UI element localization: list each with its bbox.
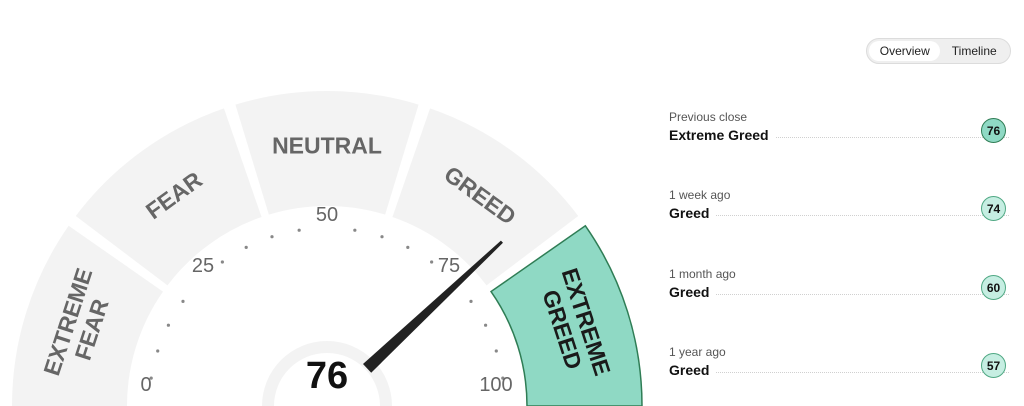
tick-dot — [166, 323, 171, 327]
tick-dot — [297, 228, 301, 232]
history-period-label: 1 month ago — [669, 267, 736, 281]
scale-label-75: 75 — [438, 255, 460, 277]
history-period-label: Previous close — [669, 110, 748, 124]
gauge-zone-fear — [75, 108, 262, 286]
dotted-leader — [669, 294, 1009, 295]
tick-dot — [469, 299, 473, 303]
tab-timeline[interactable]: Timeline — [951, 44, 997, 58]
history-sentiment: Greed — [669, 205, 716, 221]
tick-dot — [430, 260, 434, 264]
tick-dot — [156, 349, 160, 353]
tick-dot — [244, 245, 248, 250]
tick-dot — [181, 299, 185, 303]
scale-label-100: 100 — [479, 374, 512, 396]
gauge-needle — [362, 240, 503, 373]
gauge-zone-greed — [392, 108, 579, 286]
tick-dot — [220, 260, 224, 264]
history-sentiment: Greed — [669, 362, 716, 378]
dotted-leader — [669, 372, 1009, 373]
history-score-badge: 60 — [981, 275, 1006, 300]
gauge-zone-extreme-greed — [489, 224, 643, 406]
dotted-leader — [669, 137, 1009, 138]
dotted-leader — [669, 215, 1009, 216]
tick-dot — [501, 376, 505, 380]
history-item-1-year: 1 year ago Greed 57 — [669, 345, 1009, 380]
zone-label: NEUTRAL — [272, 133, 382, 159]
tick-dot — [353, 228, 357, 232]
tick-dot — [406, 245, 410, 250]
tick-dot — [149, 376, 153, 380]
history-sentiment: Greed — [669, 284, 716, 300]
history-score-badge: 57 — [981, 353, 1006, 378]
scale-label-0: 0 — [140, 374, 151, 396]
tick-dot — [270, 235, 274, 239]
view-toggle: Overview Timeline — [866, 38, 1011, 64]
history-period-label: 1 year ago — [669, 345, 726, 359]
history-item-1-week: 1 week ago Greed 74 — [669, 188, 1009, 223]
gauge-zone-extreme-fear — [12, 225, 163, 406]
history-period-label: 1 week ago — [669, 188, 731, 202]
fear-greed-gauge: EXTREMEFEARFEARNEUTRALGREEDEXTREMEGREED … — [12, 90, 643, 406]
gauge-scale-labels: 0 25 50 75 100 — [140, 204, 512, 396]
tick-dot — [494, 349, 498, 353]
tick-dot — [380, 235, 384, 239]
tick-dot — [483, 323, 488, 327]
tab-overview[interactable]: Overview — [869, 41, 941, 61]
gauge-value: 76 — [306, 355, 348, 397]
history-score-badge: 76 — [981, 118, 1006, 143]
history-item-previous-close: Previous close Extreme Greed 76 — [669, 110, 1009, 145]
history-score-badge: 74 — [981, 196, 1006, 221]
needle-hub-arc — [262, 341, 392, 406]
gauge-zone-neutral — [235, 90, 419, 215]
history-sentiment: Extreme Greed — [669, 127, 775, 143]
scale-label-50: 50 — [316, 204, 338, 226]
history-item-1-month: 1 month ago Greed 60 — [669, 267, 1009, 302]
scale-label-25: 25 — [192, 255, 214, 277]
gauge-ticks — [149, 228, 505, 380]
